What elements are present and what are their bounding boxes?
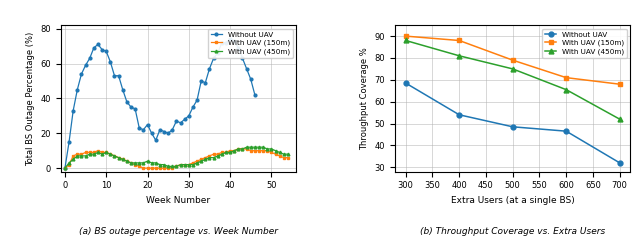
Without UAV — [616, 162, 623, 164]
With UAV (150m) — [284, 156, 292, 159]
Without UAV — [99, 48, 106, 51]
Without UAV — [119, 88, 127, 91]
Without UAV — [106, 60, 114, 63]
Without UAV — [230, 39, 238, 42]
With UAV (150m) — [61, 167, 68, 169]
With UAV (450m) — [61, 167, 68, 169]
Without UAV — [82, 64, 90, 67]
With UAV (450m) — [102, 151, 110, 154]
Without UAV — [205, 67, 213, 70]
Without UAV — [177, 121, 184, 124]
With UAV (150m) — [115, 156, 122, 159]
Line: Without UAV: Without UAV — [403, 81, 622, 165]
Without UAV — [77, 72, 85, 75]
Without UAV — [189, 106, 196, 108]
Without UAV — [193, 99, 201, 102]
With UAV (450m) — [264, 148, 271, 150]
Without UAV — [102, 50, 110, 53]
With UAV (450m) — [284, 153, 292, 156]
Without UAV — [181, 118, 189, 121]
With UAV (450m) — [86, 153, 93, 156]
With UAV (150m) — [616, 83, 623, 86]
Without UAV — [227, 38, 234, 41]
Without UAV — [115, 74, 122, 77]
Line: With UAV (450m): With UAV (450m) — [63, 146, 289, 169]
Line: With UAV (450m): With UAV (450m) — [403, 38, 622, 122]
Text: (a) BS outage percentage vs. Week Number: (a) BS outage percentage vs. Week Number — [79, 227, 278, 236]
Without UAV — [90, 46, 98, 49]
Without UAV — [69, 109, 77, 112]
Without UAV — [185, 114, 193, 117]
Without UAV — [214, 52, 221, 54]
With UAV (150m) — [143, 167, 151, 169]
With UAV (450m) — [280, 153, 287, 156]
Without UAV — [456, 113, 463, 116]
Without UAV — [94, 43, 102, 46]
Without UAV — [202, 81, 209, 84]
With UAV (450m) — [616, 118, 623, 120]
With UAV (150m) — [234, 148, 242, 150]
Line: Without UAV: Without UAV — [63, 38, 256, 169]
With UAV (450m) — [402, 39, 410, 42]
Without UAV — [127, 106, 135, 108]
With UAV (150m) — [102, 151, 110, 154]
Without UAV — [218, 41, 226, 44]
Without UAV — [65, 141, 73, 144]
Without UAV — [156, 128, 164, 131]
Without UAV — [131, 108, 139, 110]
With UAV (150m) — [509, 59, 516, 62]
Without UAV — [563, 130, 570, 133]
Without UAV — [509, 125, 516, 128]
Without UAV — [136, 126, 143, 129]
With UAV (450m) — [143, 160, 151, 162]
With UAV (150m) — [280, 156, 287, 159]
Y-axis label: Total BS Outage Percentage (%): Total BS Outage Percentage (%) — [26, 31, 35, 166]
Line: With UAV (150m): With UAV (150m) — [403, 34, 622, 87]
Without UAV — [234, 46, 242, 49]
Legend: Without UAV, With UAV (150m), With UAV (450m): Without UAV, With UAV (150m), With UAV (… — [542, 29, 627, 58]
Without UAV — [111, 74, 118, 77]
With UAV (450m) — [456, 54, 463, 57]
Without UAV — [164, 132, 172, 135]
Without UAV — [402, 82, 410, 84]
X-axis label: Week Number: Week Number — [147, 196, 211, 205]
With UAV (150m) — [402, 35, 410, 38]
Without UAV — [168, 128, 176, 131]
With UAV (450m) — [509, 67, 516, 70]
With UAV (150m) — [563, 76, 570, 79]
Without UAV — [210, 57, 218, 60]
Without UAV — [74, 88, 81, 91]
Without UAV — [243, 67, 250, 70]
Without UAV — [143, 123, 151, 126]
Without UAV — [247, 78, 255, 81]
Y-axis label: Throughput Coverage %: Throughput Coverage % — [360, 47, 369, 150]
Without UAV — [123, 101, 131, 103]
Without UAV — [222, 41, 230, 44]
With UAV (450m) — [115, 156, 122, 159]
With UAV (450m) — [243, 146, 250, 149]
Legend: Without UAV, With UAV (150m), With UAV (450m): Without UAV, With UAV (150m), With UAV (… — [208, 29, 292, 58]
Without UAV — [173, 120, 180, 122]
Without UAV — [86, 57, 93, 60]
Without UAV — [197, 79, 205, 82]
Without UAV — [140, 128, 147, 131]
X-axis label: Extra Users (at a single BS): Extra Users (at a single BS) — [451, 196, 575, 205]
With UAV (150m) — [86, 151, 93, 154]
Without UAV — [148, 132, 156, 135]
Text: (b) Throughput Coverage vs. Extra Users: (b) Throughput Coverage vs. Extra Users — [420, 227, 605, 236]
Without UAV — [61, 167, 68, 169]
With UAV (150m) — [264, 149, 271, 152]
Without UAV — [239, 57, 246, 60]
With UAV (450m) — [563, 88, 570, 91]
Without UAV — [152, 139, 159, 142]
With UAV (150m) — [456, 39, 463, 42]
Line: With UAV (150m): With UAV (150m) — [63, 148, 289, 169]
Without UAV — [251, 93, 259, 96]
Without UAV — [160, 130, 168, 133]
